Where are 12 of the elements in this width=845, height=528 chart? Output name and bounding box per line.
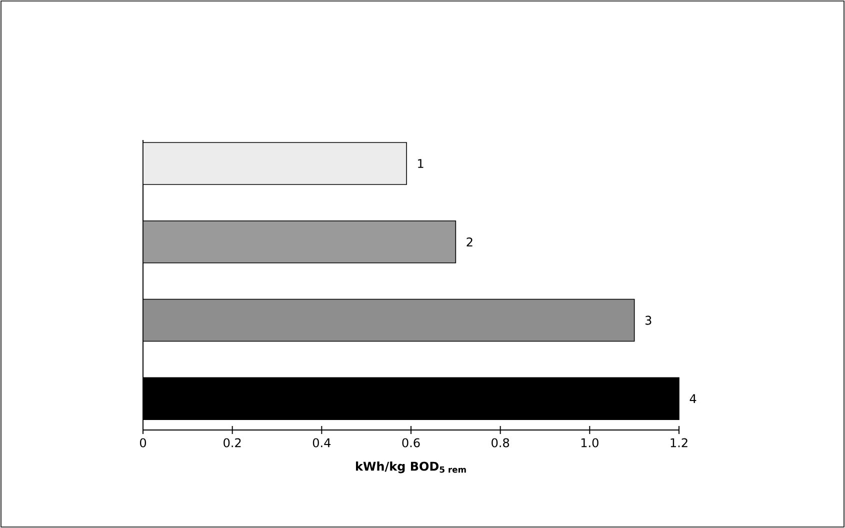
x-tick-label: 0.6 xyxy=(402,438,420,448)
x-tick-label: 0 xyxy=(140,438,146,448)
y-tick-label: 1 xyxy=(418,159,424,168)
x-tick-label: 0.8 xyxy=(492,438,510,448)
x-tick-label: 1.2 xyxy=(670,438,688,448)
y-tick-label: 2 xyxy=(466,237,472,246)
x-tick-label: 0.4 xyxy=(312,438,331,448)
x-tick-label: 1.0 xyxy=(581,438,598,448)
x-tick-label: 0.2 xyxy=(224,438,241,448)
y-tick-label: 3 xyxy=(645,316,652,325)
x-axis-title: kWh/kg BOD$_{5 rem}$ xyxy=(356,461,466,474)
y-tick-label: 4 xyxy=(690,394,696,404)
